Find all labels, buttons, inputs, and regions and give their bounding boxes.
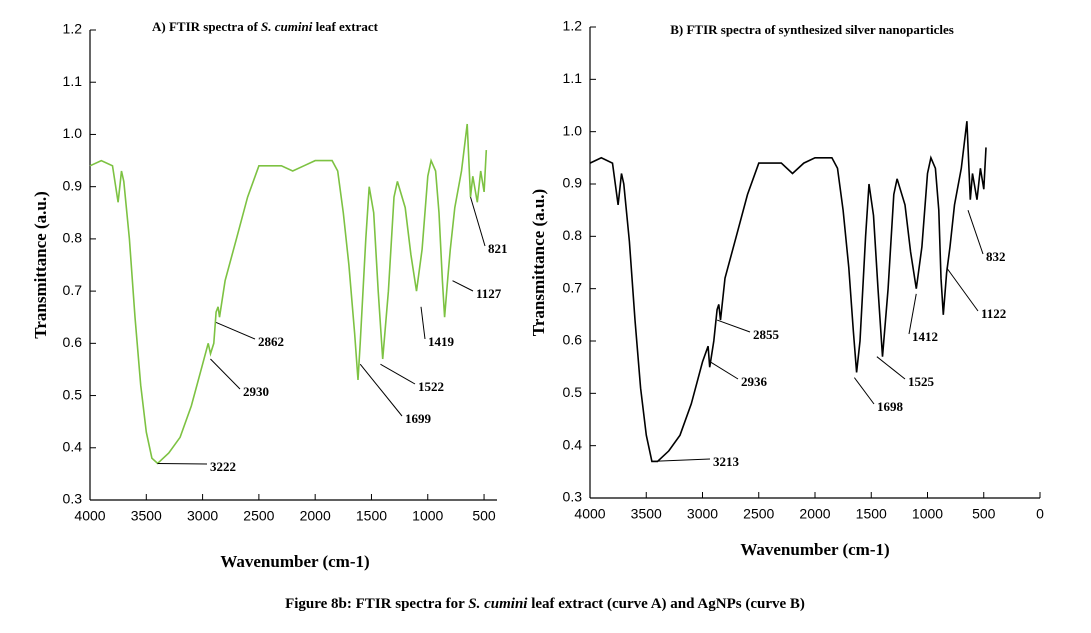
- annotation-pointer: [908, 293, 917, 335]
- y-tick-label: 0.5: [563, 384, 583, 400]
- x-tick-label: 2500: [743, 506, 774, 522]
- y-tick-label: 0.7: [63, 282, 83, 298]
- x-tick-label: 3000: [687, 506, 718, 522]
- annotation-pointer: [876, 356, 906, 380]
- caption: Figure 8b: FTIR spectra for S. cumini le…: [285, 596, 805, 612]
- annotation-label: 821: [488, 241, 508, 256]
- y-tick-label: 0.5: [63, 386, 83, 402]
- chart-title: B) FTIR spectra of synthesized silver na…: [670, 22, 954, 37]
- annotation-label: 832: [986, 249, 1006, 264]
- y-tick-label: 0.9: [563, 175, 583, 191]
- annotation-label: 3222: [210, 459, 236, 474]
- x-tick-label: 4000: [574, 506, 605, 522]
- y-tick-label: 1.0: [563, 122, 583, 138]
- annotation-label: 1419: [428, 334, 455, 349]
- annotation-pointer: [420, 306, 426, 340]
- annotation-pointer: [470, 196, 486, 247]
- x-tick-label: 2500: [243, 508, 274, 524]
- annotation-label: 2855: [753, 327, 780, 342]
- spectrum-line: [589, 121, 987, 463]
- x-tick-label: 2000: [799, 506, 830, 522]
- annotation-pointer: [946, 267, 979, 312]
- x-tick-label: 3500: [131, 508, 162, 524]
- annotation-label: 1412: [912, 329, 938, 344]
- caption-part: Figure 8b: FTIR spectra for: [285, 596, 468, 612]
- annotation-pointer: [452, 280, 474, 292]
- x-tick-label: 500: [972, 506, 996, 522]
- annotation-pointer: [157, 462, 208, 465]
- y-tick-label: 1.1: [563, 70, 583, 86]
- annotation-label: 2862: [258, 334, 284, 349]
- y-tick-label: 1.1: [63, 73, 83, 89]
- y-tick-label: 1.0: [63, 125, 83, 141]
- x-tick-label: 0: [1036, 506, 1044, 522]
- annotation-pointer: [967, 210, 984, 255]
- y-tick-label: 1.2: [563, 18, 583, 34]
- x-tick-label: 1000: [912, 506, 943, 522]
- x-tick-label: 1500: [856, 506, 887, 522]
- x-tick-label: 3000: [187, 508, 218, 524]
- y-tick-label: 1.2: [63, 21, 83, 37]
- caption-part: leaf extract (curve A) and AgNPs (curve …: [527, 596, 804, 612]
- annotation-pointer: [359, 363, 403, 417]
- y-tick-label: 0.3: [63, 491, 83, 507]
- caption-part: S. cumini: [468, 596, 528, 612]
- annotation-label: 3213: [713, 454, 740, 469]
- x-tick-label: 4000: [74, 508, 105, 524]
- y-tick-label: 0.8: [563, 227, 583, 243]
- annotation-label: 1522: [418, 379, 444, 394]
- title-part: A) FTIR spectra of: [152, 19, 261, 34]
- annotation-label: 1698: [877, 399, 904, 414]
- annotation-pointer: [210, 358, 241, 390]
- x-tick-label: 1500: [356, 508, 387, 524]
- y-tick-label: 0.6: [563, 332, 583, 348]
- annotation-pointer: [651, 458, 711, 462]
- annotation-label: 1122: [981, 306, 1006, 321]
- title-part: S. cumini: [261, 19, 313, 34]
- x-axis-label: Wavenumber (cm-1): [220, 552, 369, 571]
- y-tick-label: 0.6: [63, 334, 83, 350]
- x-tick-label: 2000: [300, 508, 331, 524]
- annotation-label: 2930: [243, 384, 269, 399]
- annotation-pointer: [853, 377, 875, 405]
- spectrum-line: [89, 123, 488, 465]
- y-tick-label: 0.7: [563, 279, 583, 295]
- annotation-label: 2936: [741, 374, 768, 389]
- annotation-label: 1699: [405, 411, 432, 426]
- annotation-pointer: [215, 321, 256, 340]
- annotation-pointer: [380, 363, 416, 385]
- x-tick-label: 3500: [631, 506, 662, 522]
- y-axis-label: Transmittance (a.u.): [31, 191, 50, 338]
- annotation-label: 1525: [908, 374, 935, 389]
- annotation-pointer: [710, 361, 739, 380]
- y-tick-label: 0.4: [563, 436, 583, 452]
- annotation-pointer: [716, 319, 751, 333]
- y-tick-label: 0.8: [63, 230, 83, 246]
- annotation-label: 1127: [476, 286, 502, 301]
- y-tick-label: 0.4: [63, 438, 83, 454]
- x-tick-label: 1000: [412, 508, 443, 524]
- y-tick-label: 0.3: [563, 489, 583, 505]
- chart-title: A) FTIR spectra of S. cumini leaf extrac…: [152, 19, 379, 34]
- title-part: leaf extract: [312, 19, 378, 34]
- x-tick-label: 500: [472, 508, 496, 524]
- x-axis-label: Wavenumber (cm-1): [740, 540, 889, 559]
- title-part: B) FTIR spectra of synthesized silver na…: [670, 22, 954, 37]
- y-axis-label: Transmittance (a.u.): [529, 189, 548, 336]
- y-tick-label: 0.9: [63, 177, 83, 193]
